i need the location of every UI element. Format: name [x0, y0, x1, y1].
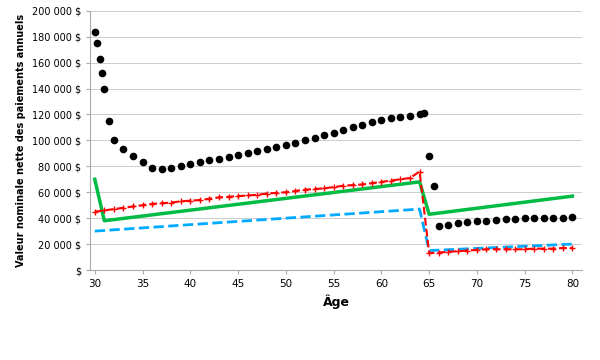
Alberta — [416, 180, 423, 184]
Line: Nouvelle-Écosse: Nouvelle-Écosse — [95, 209, 572, 251]
Colombie-Britannique — [559, 246, 566, 250]
Colombie-Britannique — [569, 246, 576, 250]
Nouvelle Charte des anciens combatants améliorée — [569, 215, 576, 219]
Colombie-Britannique — [91, 210, 98, 214]
Nouvelle Charte des anciens combatants améliorée — [98, 71, 106, 75]
Nouvelle Charte des anciens combatants améliorée — [196, 160, 203, 165]
Colombie-Britannique — [244, 193, 251, 198]
Alberta — [569, 194, 576, 198]
Y-axis label: Valeur nominale nette des paiements annuels: Valeur nominale nette des paiements annu… — [16, 14, 26, 267]
Line: Alberta: Alberta — [95, 179, 572, 221]
Nouvelle-Écosse — [569, 242, 576, 246]
Nouvelle Charte des anciens combatants améliorée — [91, 30, 98, 34]
Alberta — [91, 177, 98, 181]
Nouvelle-Écosse — [416, 207, 423, 211]
Colombie-Britannique — [196, 198, 203, 202]
Colombie-Britannique — [454, 249, 461, 253]
Nouvelle Charte des anciens combatants améliorée — [282, 143, 289, 147]
Nouvelle-Écosse — [91, 229, 98, 233]
Nouvelle Charte des anciens combatants améliorée — [416, 112, 423, 117]
Colombie-Britannique — [406, 176, 413, 180]
Alberta — [425, 212, 433, 216]
Line: Colombie-Britannique: Colombie-Britannique — [91, 168, 576, 257]
Colombie-Britannique — [235, 194, 242, 198]
Alberta — [101, 219, 108, 223]
Nouvelle Charte des anciens combatants améliorée — [435, 224, 442, 228]
Nouvelle-Écosse — [425, 248, 433, 253]
X-axis label: Âge: Âge — [323, 294, 349, 309]
Line: Nouvelle Charte des anciens combatants améliorée: Nouvelle Charte des anciens combatants a… — [92, 28, 575, 229]
Colombie-Britannique — [425, 251, 433, 255]
Nouvelle Charte des anciens combatants améliorée — [421, 111, 428, 115]
Colombie-Britannique — [416, 169, 423, 174]
Nouvelle Charte des anciens combatants améliorée — [96, 57, 103, 61]
